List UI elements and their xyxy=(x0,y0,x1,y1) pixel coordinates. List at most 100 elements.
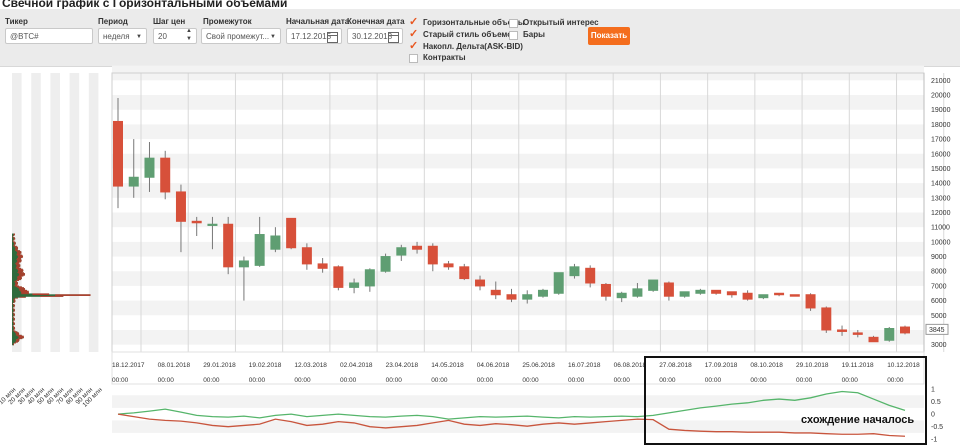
volume-bar xyxy=(12,341,16,344)
checkbox-label: Контракты xyxy=(423,53,466,62)
volume-bar xyxy=(12,276,22,279)
volume-bar xyxy=(12,277,22,280)
show-button[interactable]: Показать xyxy=(588,27,630,45)
volume-bar-ask xyxy=(17,256,23,259)
candle-body xyxy=(884,328,895,341)
check-icon[interactable]: ✓ xyxy=(409,40,419,52)
volume-bar xyxy=(12,273,26,275)
volume-bar xyxy=(12,313,15,316)
last-price-label: 3845 xyxy=(929,327,945,334)
volume-bar xyxy=(12,323,15,325)
volume-bar xyxy=(12,326,15,329)
volume-bar-ask xyxy=(13,322,15,325)
check-icon[interactable]: ✓ xyxy=(409,28,419,40)
volume-bar xyxy=(12,257,22,259)
y-tick-label: 7000 xyxy=(931,283,947,290)
volume-bar-ask xyxy=(15,267,19,269)
volume-bar-ask xyxy=(13,304,16,307)
volume-bar-ask xyxy=(15,281,18,284)
y-tick-label: 14000 xyxy=(931,181,951,188)
volume-bar xyxy=(12,292,29,295)
calendar-icon[interactable] xyxy=(388,32,399,43)
volume-bar-ask xyxy=(14,245,17,248)
volume-bar-ask xyxy=(12,315,14,318)
candle-body xyxy=(113,120,123,187)
volume-bar-ask xyxy=(13,313,15,316)
ticker-input[interactable]: @BTC# xyxy=(5,28,93,44)
volume-bar-ask xyxy=(13,241,16,244)
time-tick-label: 00:00 xyxy=(522,377,539,384)
volume-bar-ask xyxy=(17,251,22,253)
volume-bar-ask xyxy=(13,305,15,308)
date-tick-label: 14.05.2018 xyxy=(431,362,464,369)
candle-body xyxy=(632,288,643,297)
volume-bar xyxy=(12,312,15,315)
candle-body xyxy=(679,291,690,297)
volume-bar xyxy=(12,304,16,307)
date-tick-label: 06.08.2018 xyxy=(614,362,647,369)
step-stepper[interactable]: 20 ▲ ▼ xyxy=(153,28,197,44)
grid-band xyxy=(112,271,924,286)
y-tick-label: 12000 xyxy=(931,210,951,217)
candle-body xyxy=(459,266,470,280)
ticker-value: @BTC# xyxy=(10,32,39,41)
volume-bar-ask xyxy=(13,326,15,329)
volume-bar xyxy=(12,299,16,302)
volume-bar-ask xyxy=(19,273,26,275)
end-date-input[interactable]: 30.12.2018 xyxy=(347,28,403,44)
date-tick-label: 08.10.2018 xyxy=(750,362,783,369)
stepper-arrows-icon[interactable]: ▲ ▼ xyxy=(186,28,192,42)
volume-bar-ask xyxy=(19,288,26,290)
volume-bar-ask xyxy=(15,285,19,288)
volume-bar xyxy=(12,326,14,328)
time-tick-label: 00:00 xyxy=(477,377,494,384)
volume-bar-ask xyxy=(16,263,20,266)
volume-bar xyxy=(12,335,24,338)
time-tick-label: 00:00 xyxy=(568,377,585,384)
candle-body xyxy=(427,245,438,265)
y-tick-label: 11000 xyxy=(931,225,950,232)
calendar-icon[interactable] xyxy=(327,32,338,43)
volume-bar xyxy=(12,300,16,303)
checkbox-box[interactable] xyxy=(509,31,518,40)
delta-grid-band xyxy=(112,395,924,408)
volume-bar xyxy=(12,246,18,249)
volume-bar xyxy=(12,343,14,346)
volume-bar xyxy=(12,245,17,248)
volume-bar-ask xyxy=(16,260,21,263)
checkbox-label: Старый стиль объемов xyxy=(423,30,518,39)
volume-bar xyxy=(12,289,26,291)
y-tick-label: 3000 xyxy=(931,342,947,349)
volume-bar xyxy=(12,250,20,252)
volume-bar-ask xyxy=(20,289,27,292)
checkbox-box[interactable] xyxy=(409,54,418,63)
volume-bar-ask xyxy=(13,310,15,312)
volume-bar-ask xyxy=(15,296,18,299)
check-icon[interactable]: ✓ xyxy=(409,16,419,28)
date-tick-label: 04.06.2018 xyxy=(477,362,510,369)
volume-bar-ask xyxy=(40,295,64,297)
annotation-text: схождение началось xyxy=(801,414,915,426)
volume-bar-ask xyxy=(15,261,20,264)
y-tick-label: 5000 xyxy=(931,313,947,320)
volume-bar-ask xyxy=(13,326,14,328)
volume-bar xyxy=(12,332,19,334)
volume-bar-ask xyxy=(14,280,17,282)
interval-select[interactable]: Свой промежут... ▼ xyxy=(201,28,281,44)
period-select[interactable]: неделя ▼ xyxy=(98,28,147,44)
start-date-input[interactable]: 17.12.2015 xyxy=(286,28,342,44)
last-price-box xyxy=(925,323,949,335)
volume-bar xyxy=(12,241,16,244)
checkbox-box[interactable] xyxy=(509,19,518,28)
time-tick-label: 00:00 xyxy=(842,377,859,384)
volume-bar xyxy=(12,278,21,281)
volume-bar xyxy=(12,317,15,319)
volume-bar-ask xyxy=(18,269,24,272)
date-tick-label: 12.03.2018 xyxy=(294,362,327,369)
candle-body xyxy=(333,266,344,288)
date-tick-label: 16.07.2018 xyxy=(568,362,601,369)
volume-bar xyxy=(12,330,16,333)
volume-bar-ask xyxy=(13,243,16,245)
volume-bar xyxy=(12,237,16,240)
volume-bar-ask xyxy=(16,278,21,281)
